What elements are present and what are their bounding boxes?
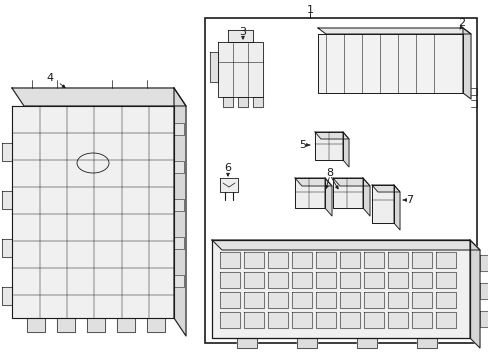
Text: 1: 1 (306, 5, 313, 15)
Polygon shape (314, 132, 342, 160)
Polygon shape (212, 240, 479, 250)
Text: 8: 8 (326, 168, 333, 178)
Text: 6: 6 (224, 163, 231, 173)
Polygon shape (12, 106, 174, 318)
Polygon shape (174, 88, 185, 336)
Polygon shape (87, 318, 105, 332)
Polygon shape (339, 312, 359, 328)
Polygon shape (223, 97, 232, 107)
Polygon shape (411, 312, 431, 328)
Polygon shape (220, 272, 240, 288)
Polygon shape (469, 240, 479, 348)
Polygon shape (174, 161, 183, 173)
Polygon shape (387, 292, 407, 308)
Text: 2: 2 (458, 18, 465, 28)
Polygon shape (435, 312, 455, 328)
Polygon shape (294, 178, 325, 208)
Text: 4: 4 (46, 73, 54, 83)
Polygon shape (2, 287, 12, 305)
Text: 7: 7 (406, 195, 413, 205)
Polygon shape (291, 252, 311, 268)
Polygon shape (244, 272, 264, 288)
Polygon shape (2, 191, 12, 209)
Polygon shape (174, 275, 183, 287)
Polygon shape (435, 292, 455, 308)
Polygon shape (435, 252, 455, 268)
Polygon shape (12, 88, 185, 106)
Polygon shape (174, 199, 183, 211)
Polygon shape (479, 283, 487, 299)
Polygon shape (317, 28, 470, 34)
Polygon shape (411, 272, 431, 288)
Polygon shape (411, 292, 431, 308)
Polygon shape (479, 311, 487, 327)
Polygon shape (117, 318, 135, 332)
Polygon shape (220, 252, 240, 268)
Bar (204, 18, 476, 343)
Polygon shape (244, 252, 264, 268)
Polygon shape (267, 252, 287, 268)
Polygon shape (174, 123, 183, 135)
Polygon shape (227, 30, 252, 42)
Polygon shape (315, 272, 335, 288)
Polygon shape (339, 252, 359, 268)
Polygon shape (339, 272, 359, 288)
Polygon shape (147, 318, 164, 332)
Polygon shape (291, 272, 311, 288)
Text: 3: 3 (239, 27, 246, 37)
Polygon shape (57, 318, 75, 332)
Polygon shape (339, 292, 359, 308)
Polygon shape (252, 97, 263, 107)
Polygon shape (244, 292, 264, 308)
Polygon shape (342, 132, 348, 167)
Polygon shape (363, 252, 383, 268)
Polygon shape (237, 338, 257, 348)
Polygon shape (220, 178, 238, 192)
Polygon shape (212, 240, 469, 338)
Polygon shape (387, 312, 407, 328)
Polygon shape (315, 252, 335, 268)
Polygon shape (362, 178, 369, 216)
Polygon shape (220, 312, 240, 328)
Polygon shape (371, 185, 399, 192)
Text: 5: 5 (299, 140, 306, 150)
Polygon shape (220, 292, 240, 308)
Polygon shape (27, 318, 45, 332)
Polygon shape (267, 312, 287, 328)
Polygon shape (411, 252, 431, 268)
Polygon shape (174, 237, 183, 249)
Polygon shape (314, 132, 348, 139)
Polygon shape (317, 34, 462, 93)
Polygon shape (416, 338, 436, 348)
Polygon shape (2, 239, 12, 257)
Polygon shape (363, 312, 383, 328)
Polygon shape (332, 178, 362, 208)
Polygon shape (296, 338, 316, 348)
Polygon shape (315, 292, 335, 308)
Polygon shape (2, 143, 12, 161)
Polygon shape (315, 312, 335, 328)
Polygon shape (332, 178, 369, 186)
Polygon shape (238, 97, 247, 107)
Polygon shape (244, 312, 264, 328)
Polygon shape (371, 185, 393, 223)
Polygon shape (479, 255, 487, 271)
Polygon shape (325, 178, 331, 216)
Polygon shape (356, 338, 376, 348)
Polygon shape (387, 252, 407, 268)
Polygon shape (393, 185, 399, 230)
Polygon shape (291, 292, 311, 308)
Polygon shape (291, 312, 311, 328)
Polygon shape (363, 272, 383, 288)
Polygon shape (267, 292, 287, 308)
Polygon shape (294, 178, 331, 186)
Polygon shape (435, 272, 455, 288)
Polygon shape (218, 42, 263, 97)
Polygon shape (267, 272, 287, 288)
Polygon shape (462, 28, 470, 99)
Polygon shape (209, 52, 218, 82)
Polygon shape (363, 292, 383, 308)
Polygon shape (387, 272, 407, 288)
